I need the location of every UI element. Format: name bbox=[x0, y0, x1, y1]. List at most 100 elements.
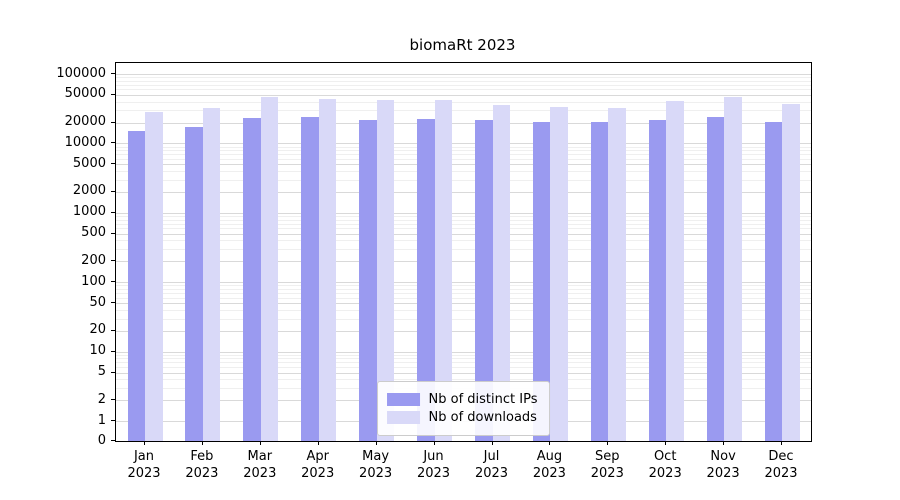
gridline-minor bbox=[116, 358, 811, 360]
bar-distinct-ips-apr bbox=[301, 117, 319, 441]
x-tick-year: 2023 bbox=[359, 466, 393, 481]
bar-downloads-mar bbox=[260, 97, 279, 441]
gridline-minor bbox=[116, 154, 811, 156]
bar-downloads-apr bbox=[318, 98, 337, 441]
x-tick-year: 2023 bbox=[590, 466, 624, 481]
x-tick-year: 2023 bbox=[706, 466, 740, 481]
x-tick-mark bbox=[144, 441, 145, 445]
y-tick-label: 500 bbox=[81, 225, 106, 241]
gridline-major bbox=[116, 143, 811, 145]
bar-downloads-aug bbox=[550, 107, 568, 441]
gridline-minor bbox=[116, 146, 811, 148]
legend-item-distinct-ips: Nb of distinct IPs bbox=[386, 392, 537, 407]
y-tick-mark bbox=[111, 142, 115, 144]
gridline-minor bbox=[116, 293, 811, 294]
bar-downloads-jul bbox=[492, 104, 510, 441]
y-tick-label: 20 bbox=[89, 322, 106, 338]
y-tick-mark bbox=[111, 211, 115, 213]
legend-swatch-downloads bbox=[386, 411, 420, 424]
y-tick-mark bbox=[111, 190, 115, 192]
y-tick-label: 10000 bbox=[64, 134, 106, 150]
gridline-major bbox=[116, 164, 811, 166]
y-tick-label: 2000 bbox=[72, 183, 106, 199]
gridline-minor bbox=[116, 297, 811, 299]
x-tick-mark bbox=[781, 441, 782, 445]
x-tick-month: Jun bbox=[423, 449, 444, 464]
bar-distinct-ips-may bbox=[359, 119, 377, 441]
gridline-minor bbox=[116, 367, 811, 368]
x-tick-mark bbox=[317, 441, 319, 445]
gridline-major bbox=[116, 282, 811, 284]
bar-downloads-dec bbox=[782, 104, 800, 441]
x-tick-mark bbox=[259, 441, 261, 445]
gridline-major bbox=[116, 191, 811, 193]
gridline-minor bbox=[116, 80, 811, 82]
gridline-minor bbox=[116, 285, 811, 287]
gridline-major bbox=[116, 351, 811, 353]
chart-title: biomaRt 2023 bbox=[409, 36, 516, 54]
x-tick-year: 2023 bbox=[185, 466, 219, 481]
x-tick-month: Sep bbox=[595, 449, 620, 464]
gridline-minor bbox=[116, 249, 811, 251]
x-tick-month: Jan bbox=[133, 449, 155, 464]
gridline-minor bbox=[116, 354, 811, 356]
gridline-minor bbox=[116, 379, 811, 381]
gridline-minor bbox=[116, 228, 811, 230]
y-tick-label: 0 bbox=[97, 432, 106, 448]
bar-downloads-may bbox=[376, 100, 395, 441]
x-tick-mark bbox=[549, 441, 551, 445]
y-tick-label: 5 bbox=[97, 364, 106, 379]
x-tick-year: 2023 bbox=[127, 466, 161, 481]
x-tick-month: Dec bbox=[768, 449, 794, 464]
y-tick-mark bbox=[111, 302, 115, 304]
gridline-minor bbox=[116, 84, 811, 86]
x-tick-label-feb: Feb 2023 bbox=[167, 448, 237, 482]
bar-distinct-ips-mar bbox=[243, 117, 261, 441]
x-tick-label-mar: Mar 2023 bbox=[225, 448, 295, 482]
x-tick-mark bbox=[433, 441, 435, 445]
gridline-minor bbox=[116, 77, 811, 79]
y-tick-label: 50000 bbox=[64, 86, 106, 102]
bar-distinct-ips-jul bbox=[475, 120, 493, 441]
gridline-major bbox=[116, 122, 811, 124]
y-tick-mark bbox=[111, 93, 115, 95]
x-tick-mark bbox=[375, 441, 377, 445]
bar-distinct-ips-aug bbox=[532, 121, 551, 441]
bar-downloads-oct bbox=[666, 100, 684, 441]
x-tick-mark bbox=[201, 441, 203, 445]
bar-distinct-ips-jun bbox=[417, 119, 435, 441]
gridline-minor bbox=[116, 101, 811, 103]
legend: Nb of distinct IPs Nb of downloads bbox=[376, 381, 551, 436]
y-tick-mark bbox=[111, 163, 115, 165]
legend-swatch-distinct-ips bbox=[386, 393, 420, 406]
bar-distinct-ips-jan bbox=[127, 131, 145, 441]
y-tick-label: 1 bbox=[97, 412, 106, 428]
bar-distinct-ips-feb bbox=[185, 126, 203, 441]
y-tick-label: 100000 bbox=[56, 65, 106, 81]
x-tick-mark bbox=[665, 441, 667, 445]
gridline-major bbox=[116, 303, 811, 305]
x-tick-label-may: May 2023 bbox=[341, 448, 411, 482]
x-tick-label-jul: Jul 2023 bbox=[457, 448, 527, 482]
x-tick-year: 2023 bbox=[764, 466, 798, 481]
x-tick-label-sep: Sep 2023 bbox=[572, 448, 642, 482]
x-tick-year: 2023 bbox=[532, 466, 566, 481]
bar-downloads-jun bbox=[434, 100, 452, 441]
x-tick-year: 2023 bbox=[243, 466, 277, 481]
y-tick-mark bbox=[111, 121, 115, 123]
y-tick-mark bbox=[111, 73, 115, 74]
x-tick-label-oct: Oct 2023 bbox=[630, 448, 700, 482]
gridline-minor bbox=[116, 179, 811, 181]
x-tick-year: 2023 bbox=[474, 466, 509, 481]
y-tick-mark bbox=[111, 232, 115, 234]
x-tick-mark bbox=[491, 441, 493, 445]
x-tick-month: Aug bbox=[536, 449, 563, 464]
gridline-major bbox=[116, 233, 811, 235]
y-tick-label: 20000 bbox=[64, 114, 106, 129]
x-tick-label-aug: Aug 2023 bbox=[514, 448, 584, 482]
bar-distinct-ips-sep bbox=[590, 121, 609, 441]
gridline-minor bbox=[116, 219, 811, 221]
gridline-minor bbox=[116, 318, 811, 320]
gridline-minor bbox=[116, 150, 811, 152]
